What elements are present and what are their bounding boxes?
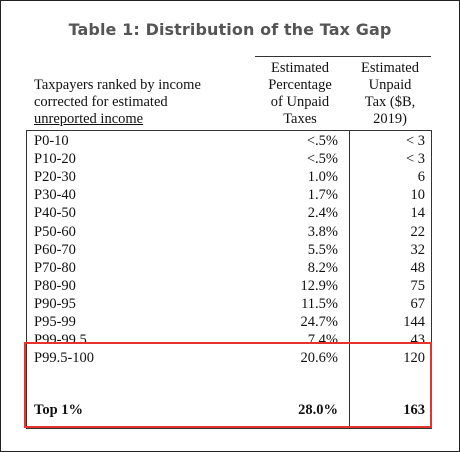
table-row-tax: < 3 (405, 151, 425, 167)
tax-header-line: Unpaid (368, 77, 412, 93)
table-row-tax: 144 (403, 314, 425, 330)
pct-header-line: Taxes (283, 111, 317, 127)
table-row-tax: 14 (410, 205, 426, 221)
table-row-pct: <.5% (306, 133, 338, 149)
tax-column-header: Estimated Unpaid Tax ($B, 2019) (350, 60, 430, 128)
table-row-group: P80-90 (34, 278, 76, 294)
table-row-tax: 22 (410, 224, 426, 240)
table-row-group: P20-30 (34, 169, 76, 185)
table-row-pct: <.5% (306, 151, 338, 167)
table-row-group: P99.5-100 (34, 350, 95, 366)
column-divider (349, 130, 350, 429)
table-row-pct: 5.5% (307, 242, 338, 258)
pct-header-line: Percentage (268, 77, 332, 93)
table-row-tax: 10 (410, 187, 426, 203)
table-row-group: P99-99.5 (34, 332, 87, 348)
header-rule-top (255, 56, 431, 57)
table-row-tax: 120 (403, 350, 425, 366)
tax-header-line: 2019) (373, 111, 407, 127)
table-row-tax: 48 (410, 260, 426, 276)
rank-header-line: corrected for estimated (34, 94, 168, 110)
table-row-group: P60-70 (34, 242, 76, 258)
rank-column-header: Taxpayers ranked by income corrected for… (34, 77, 201, 128)
tax-header-line: Estimated (361, 60, 419, 76)
table-top-rule (26, 130, 432, 131)
table-row-pct: 24.7% (300, 314, 338, 330)
table-row-group: P30-40 (34, 187, 76, 203)
table-row-tax: < 3 (405, 133, 425, 149)
table-row-pct: 2.4% (307, 205, 338, 221)
table-row-tax: 6 (417, 169, 425, 185)
table-row-pct: 8.2% (307, 260, 338, 276)
table-row-tax: 43 (410, 332, 426, 348)
table-row-group: P70-80 (34, 260, 76, 276)
table-row-pct: 1.7% (307, 187, 338, 203)
table-body (26, 130, 432, 429)
table-row-group: P0-10 (34, 133, 69, 149)
table-row-group: P40-50 (34, 205, 76, 221)
top-one-percent-highlight (24, 342, 432, 428)
tax-header-line: Tax ($B, (364, 94, 416, 110)
pct-column-header: Estimated Percentage of Unpaid Taxes (258, 60, 342, 128)
pct-header-line: of Unpaid (270, 94, 330, 110)
pct-header-line: Estimated (271, 60, 329, 76)
table-row-pct: 11.5% (301, 296, 338, 312)
table-row-pct: 1.0% (307, 169, 338, 185)
total-row-label: Top 1% (34, 402, 84, 418)
table-row-group: P10-20 (34, 151, 76, 167)
table-row-group: P50-60 (34, 224, 76, 240)
table-row-group: P95-99 (34, 314, 76, 330)
rank-header-line: unreported income (34, 111, 144, 127)
table-row-tax: 67 (410, 296, 426, 312)
table-row-tax: 75 (410, 278, 426, 294)
rank-header-line: Taxpayers ranked by income (34, 77, 201, 93)
total-row-pct: 28.0% (298, 402, 338, 418)
table-row-tax: 32 (410, 242, 426, 258)
table-row-pct: 3.8% (307, 224, 338, 240)
table-row-pct: 20.6% (300, 350, 338, 366)
total-row-tax: 163 (403, 402, 425, 418)
table-row-pct: 7.4% (307, 332, 338, 348)
table-row-group: P90-95 (34, 296, 76, 312)
table-row-pct: 12.9% (300, 278, 338, 294)
table-title: Table 1: Distribution of the Tax Gap (68, 20, 392, 39)
